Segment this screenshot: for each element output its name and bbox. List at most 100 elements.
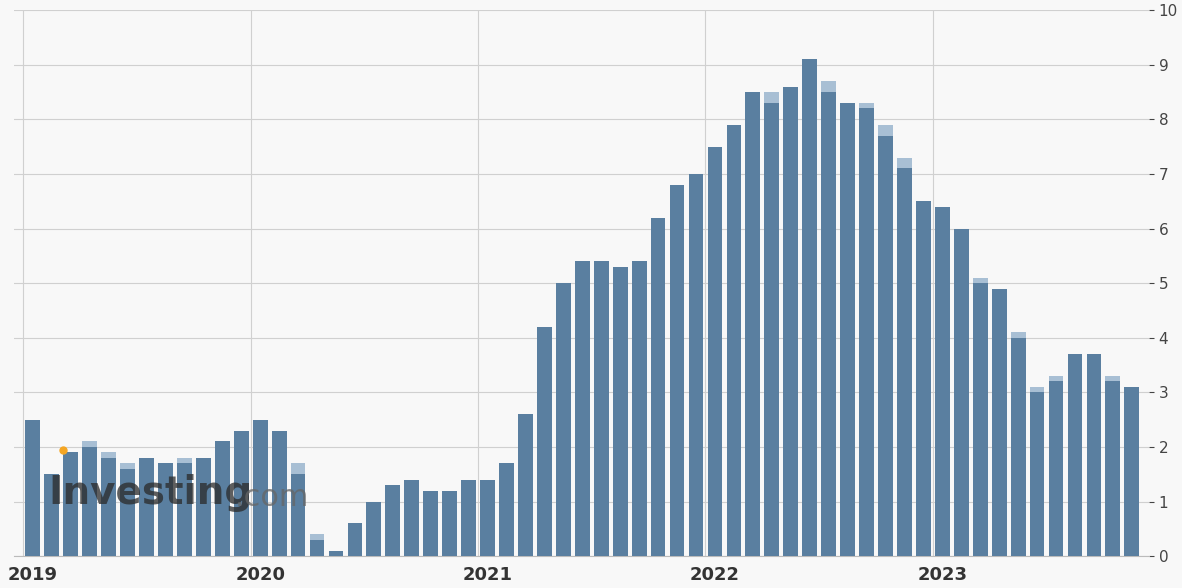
Bar <box>878 136 892 556</box>
Bar <box>765 92 779 556</box>
Bar <box>348 523 363 556</box>
Bar <box>708 152 722 556</box>
Bar <box>916 201 930 556</box>
Bar <box>442 490 457 556</box>
Bar <box>954 234 969 556</box>
Bar <box>803 59 817 556</box>
Bar <box>973 283 988 556</box>
Bar <box>158 463 173 556</box>
Bar <box>727 125 741 556</box>
Bar <box>102 458 116 556</box>
Bar <box>1086 354 1102 556</box>
Bar <box>404 480 420 556</box>
Bar <box>897 158 911 556</box>
Bar <box>196 458 210 556</box>
Bar <box>366 502 382 556</box>
Bar <box>45 485 59 556</box>
Bar <box>499 463 514 556</box>
Bar <box>612 267 628 556</box>
Bar <box>310 540 324 556</box>
Text: .com: .com <box>235 483 310 512</box>
Bar <box>385 485 401 556</box>
Bar <box>765 103 779 556</box>
Bar <box>64 474 78 556</box>
Bar <box>215 447 229 556</box>
Bar <box>651 218 665 556</box>
Bar <box>121 469 135 556</box>
Bar <box>423 490 439 556</box>
Bar <box>631 267 647 556</box>
Bar <box>121 463 135 556</box>
Bar <box>45 474 59 556</box>
Bar <box>556 299 571 556</box>
Bar <box>537 360 552 556</box>
Bar <box>878 125 892 556</box>
Bar <box>291 463 305 556</box>
Bar <box>385 490 401 556</box>
Bar <box>329 550 344 556</box>
Bar <box>784 86 798 556</box>
Bar <box>480 480 495 556</box>
Bar <box>935 207 949 556</box>
Bar <box>329 550 344 556</box>
Bar <box>26 420 40 556</box>
Text: Investing: Investing <box>48 475 252 512</box>
Bar <box>1105 382 1121 556</box>
Bar <box>1048 382 1064 556</box>
Bar <box>973 278 988 556</box>
Bar <box>708 146 722 556</box>
Bar <box>253 425 267 556</box>
Bar <box>196 458 210 556</box>
Bar <box>177 458 191 556</box>
Bar <box>935 218 949 556</box>
Bar <box>139 458 154 556</box>
Bar <box>139 458 154 556</box>
Bar <box>423 490 439 556</box>
Bar <box>574 283 590 556</box>
Bar <box>1124 387 1139 556</box>
Bar <box>404 480 420 556</box>
Bar <box>689 174 703 556</box>
Bar <box>574 261 590 556</box>
Bar <box>215 442 229 556</box>
Bar <box>670 185 684 556</box>
Bar <box>859 103 873 556</box>
Bar <box>689 174 703 556</box>
Bar <box>821 81 836 556</box>
Bar <box>593 261 609 556</box>
Bar <box>821 92 836 556</box>
Bar <box>310 534 324 556</box>
Bar <box>83 447 97 556</box>
Bar <box>518 420 533 556</box>
Bar <box>272 430 286 556</box>
Bar <box>158 463 173 556</box>
Bar <box>234 436 248 556</box>
Bar <box>291 474 305 556</box>
Bar <box>1086 354 1102 556</box>
Bar <box>64 452 78 556</box>
Bar <box>461 485 476 556</box>
Bar <box>954 229 969 556</box>
Bar <box>651 229 665 556</box>
Bar <box>83 442 97 556</box>
Bar <box>499 469 514 556</box>
Bar <box>631 261 647 556</box>
Bar <box>177 463 191 556</box>
Bar <box>803 70 817 556</box>
Bar <box>253 420 267 556</box>
Bar <box>442 490 457 556</box>
Bar <box>593 261 609 556</box>
Bar <box>1030 392 1045 556</box>
Bar <box>916 201 930 556</box>
Bar <box>366 502 382 556</box>
Bar <box>746 92 760 556</box>
Bar <box>1030 387 1045 556</box>
Bar <box>840 114 855 556</box>
Bar <box>992 289 1007 556</box>
Bar <box>518 414 533 556</box>
Bar <box>1011 332 1026 556</box>
Bar <box>612 267 628 556</box>
Bar <box>234 430 248 556</box>
Bar <box>784 92 798 556</box>
Bar <box>727 131 741 556</box>
